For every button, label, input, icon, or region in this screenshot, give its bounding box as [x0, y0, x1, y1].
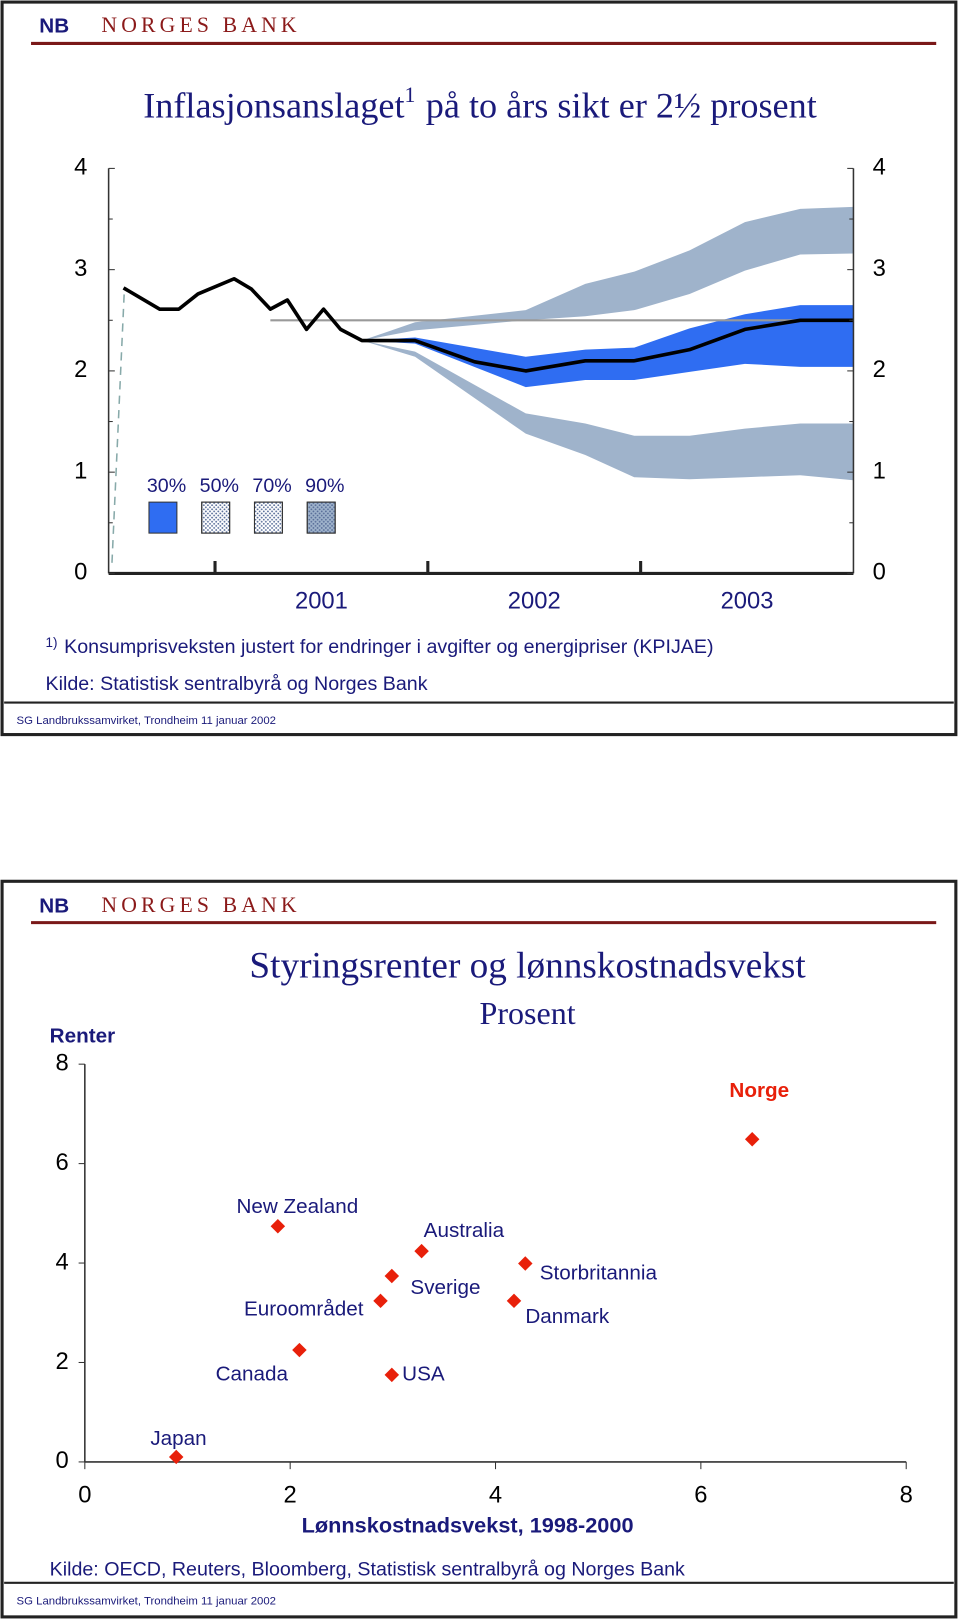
- fan-chart: 0 0 1 1 2 2 3 3 4 4 2001 2002 2003 30% 50% 70% 90%: [74, 154, 886, 615]
- chart-title: Inflasjonsanslaget1 på to års sikt er 2½ …: [143, 83, 817, 126]
- slide-frame: [0, 0, 958, 737]
- title-main: Inflasjonsanslaget: [143, 86, 404, 126]
- footnote-marker: 1): [46, 635, 58, 650]
- y-axis-title: Renter: [50, 1025, 115, 1048]
- x-tick-label: 0: [78, 1481, 91, 1508]
- legend-pattern: [253, 501, 283, 534]
- legend-label: 50%: [200, 475, 239, 497]
- point: [744, 1132, 760, 1147]
- point: [506, 1293, 522, 1309]
- point: [292, 1342, 307, 1358]
- x-tick-label: 2: [284, 1481, 297, 1508]
- connector: [110, 294, 125, 569]
- x-tick-label: 2002: [508, 588, 561, 615]
- point-label: New Zealand: [236, 1195, 358, 1218]
- x-tick-label: 4: [489, 1481, 502, 1508]
- y-tick-label: 2: [74, 356, 87, 383]
- point: [384, 1367, 400, 1383]
- logo: NB: [39, 895, 69, 918]
- legend-swatch: [148, 501, 178, 534]
- y-tick-label: 2: [55, 1348, 68, 1375]
- point-label: Danmark: [525, 1305, 610, 1328]
- chart-title: Styringsrenter og lønnskostnadsvekst: [249, 946, 806, 987]
- fan-band: [361, 305, 854, 388]
- x-tick-label: 2003: [721, 588, 774, 615]
- slide-frame: [0, 879, 958, 1619]
- scatter-chart: 0 2 4 6 8 0 2 4 6 8 Norge New Zealand Australia Storb…: [55, 1049, 912, 1508]
- footnote: Konsumprisveksten justert for endringer …: [64, 636, 713, 658]
- point: [270, 1219, 286, 1234]
- x-tick-label: 2001: [295, 588, 348, 615]
- x-tick-label: 6: [694, 1481, 707, 1508]
- y2-tick-label: 1: [873, 457, 886, 484]
- point-label: Australia: [424, 1219, 505, 1242]
- point-label: Canada: [216, 1362, 289, 1385]
- legend-label: 30%: [147, 475, 186, 497]
- point-label: Storbritannia: [540, 1261, 658, 1284]
- legend-pattern: [201, 501, 231, 534]
- y2-tick-label: 4: [873, 154, 886, 181]
- point: [373, 1293, 388, 1309]
- point-label: Sverige: [410, 1276, 480, 1299]
- y-tick-label: 6: [55, 1149, 68, 1176]
- y2-tick-label: 2: [873, 356, 886, 383]
- bank-name: NORGES BANK: [101, 893, 300, 917]
- y-tick-label: 4: [74, 154, 87, 181]
- legend-label: 90%: [305, 475, 344, 497]
- footer: SG Landbrukssamvirket, Trondheim 11 janu…: [17, 715, 276, 727]
- point-label: Japan: [150, 1427, 206, 1450]
- point: [168, 1449, 184, 1465]
- title-superscript: 1: [405, 83, 416, 107]
- point: [518, 1256, 533, 1271]
- source: Kilde: Statistisk sentralbyrå og Norges …: [46, 673, 428, 695]
- y-tick-label: 3: [74, 255, 87, 282]
- point-label: USA: [402, 1362, 445, 1385]
- x-axis-title: Lønnskostnadsvekst, 1998-2000: [302, 1513, 634, 1538]
- legend-label: 70%: [252, 475, 291, 497]
- y2-tick-label: 0: [873, 559, 886, 586]
- y-tick-label: 0: [55, 1447, 68, 1474]
- logo: NB: [39, 14, 69, 37]
- source: Kilde: OECD, Reuters, Bloomberg, Statist…: [50, 1559, 685, 1581]
- fan-band: [361, 278, 854, 408]
- legend-pattern: [306, 501, 336, 534]
- point: [384, 1268, 400, 1284]
- bank-name: NORGES BANK: [101, 13, 300, 37]
- y-tick-label: 4: [55, 1248, 68, 1275]
- y-tick-label: 1: [74, 457, 87, 484]
- point-label: Norge: [729, 1079, 789, 1102]
- y-tick-label: 8: [55, 1049, 68, 1076]
- inflation-line: [122, 276, 854, 373]
- point: [414, 1243, 429, 1259]
- point-label: Euroområdet: [244, 1298, 364, 1321]
- title-rest: på to års sikt er 2½ prosent: [426, 86, 817, 126]
- footer: SG Landbrukssamvirket, Trondheim 11 janu…: [17, 1595, 276, 1607]
- x-tick-label: 8: [900, 1481, 913, 1508]
- y2-tick-label: 3: [873, 255, 886, 282]
- chart-subtitle: Prosent: [480, 995, 576, 1031]
- y-tick-label: 0: [74, 559, 87, 586]
